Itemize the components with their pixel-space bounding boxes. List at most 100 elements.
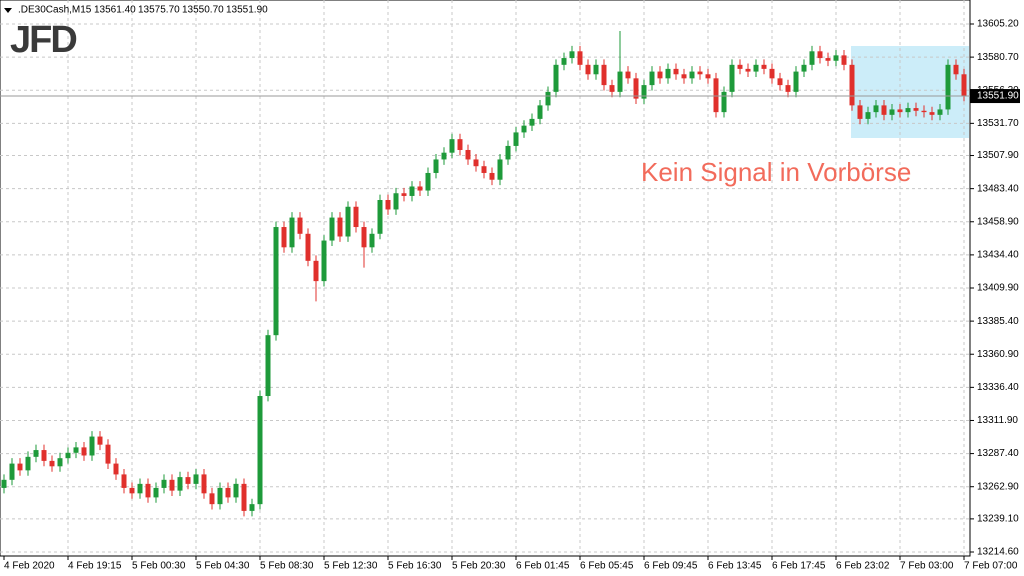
candle-body — [33, 450, 39, 457]
candle-body — [849, 64, 855, 106]
candle-body — [905, 108, 911, 113]
header-low: 13550.70 — [182, 5, 224, 16]
candle-body — [465, 149, 471, 160]
y-tick-label: 13483.40 — [977, 183, 1019, 194]
candle-body — [41, 450, 47, 461]
candle-body — [649, 71, 655, 86]
x-tick-label: 6 Feb 01:45 — [516, 561, 570, 572]
x-tick-label: 5 Feb 20:30 — [452, 561, 506, 572]
x-tick-label: 5 Feb 00:30 — [132, 561, 186, 572]
candle-body — [617, 71, 623, 92]
candle-body — [81, 447, 87, 456]
candle-body — [1, 479, 7, 488]
candle-body — [353, 206, 359, 228]
y-tick-label: 13531.70 — [977, 118, 1019, 129]
candle-body — [249, 504, 255, 511]
candle-body — [961, 74, 967, 96]
candle-body — [897, 109, 903, 113]
candle-body — [241, 483, 247, 511]
y-tick-label: 13239.10 — [977, 514, 1019, 525]
candle-body — [473, 159, 479, 167]
candle-body — [225, 487, 231, 498]
candle-body — [537, 105, 543, 119]
candle-body — [265, 335, 271, 397]
candle-body — [921, 110, 927, 113]
candle-body — [321, 240, 327, 282]
candle-body — [633, 78, 639, 99]
candle-body — [497, 159, 503, 180]
candle-body — [801, 64, 807, 72]
candle-body — [289, 217, 295, 248]
candle-body — [521, 125, 527, 133]
candle-body — [705, 74, 711, 79]
candle-body — [625, 71, 631, 79]
candle-body — [713, 78, 719, 113]
candle-body — [793, 71, 799, 92]
candle-body — [737, 64, 743, 69]
candle-body — [441, 152, 447, 160]
candle-body — [777, 78, 783, 86]
y-tick-label: 13385.40 — [977, 316, 1019, 327]
candle-body — [761, 64, 767, 69]
x-tick-label: 5 Feb 08:30 — [260, 561, 314, 572]
x-tick-label: 7 Feb 03:00 — [900, 561, 954, 572]
candle-body — [913, 108, 919, 111]
candle-body — [889, 109, 895, 115]
y-tick-label: 13262.90 — [977, 481, 1019, 492]
x-tick-label: 6 Feb 13:45 — [708, 561, 762, 572]
candle-body — [673, 68, 679, 75]
header-open: 13561.40 — [94, 5, 136, 16]
candle-body — [113, 463, 119, 475]
candle-body — [937, 109, 943, 115]
candle-body — [161, 479, 167, 488]
candle-body — [561, 58, 567, 65]
candle-body — [425, 172, 431, 191]
y-tick-label: 13409.90 — [977, 283, 1019, 294]
candle-body — [665, 68, 671, 79]
candle-body — [297, 217, 303, 234]
x-tick-label: 5 Feb 04:30 — [196, 561, 250, 572]
candle-body — [137, 483, 143, 494]
candle-body — [545, 91, 551, 106]
candle-body — [345, 206, 351, 237]
menu-arrow — [4, 8, 12, 13]
candle-body — [273, 227, 279, 336]
candle-body — [689, 71, 695, 79]
annotation: Kein Signal in Vorbörse — [641, 157, 911, 187]
candle-body — [529, 118, 535, 126]
candle-body — [305, 233, 311, 261]
candle-body — [369, 233, 375, 248]
candle-body — [609, 85, 615, 92]
candle-body — [841, 55, 847, 65]
candle-body — [865, 112, 871, 119]
candle-body — [209, 493, 215, 505]
candle-body — [585, 64, 591, 75]
y-tick-label: 13507.90 — [977, 150, 1019, 161]
candle-body — [201, 474, 207, 494]
candle-body — [593, 64, 599, 75]
candle-body — [657, 71, 663, 79]
candle-body — [881, 105, 887, 115]
candle-body — [377, 200, 383, 234]
header-close: 13551.90 — [226, 5, 268, 16]
candle-body — [25, 456, 31, 471]
candle-body — [833, 55, 839, 61]
x-tick-label: 4 Feb 19:15 — [68, 561, 122, 572]
candle-body — [449, 139, 455, 153]
candle-body — [177, 477, 183, 491]
candle-body — [945, 64, 951, 110]
candle-body — [217, 487, 223, 505]
candle-body — [401, 193, 407, 196]
candle-body — [753, 64, 759, 72]
x-tick-label: 5 Feb 16:30 — [388, 561, 442, 572]
candle-body — [57, 458, 63, 467]
candle-body — [745, 68, 751, 72]
candle-body — [185, 477, 191, 484]
candle-body — [89, 436, 95, 456]
candle-body — [281, 227, 287, 248]
candle-body — [929, 112, 935, 115]
candle-body — [233, 483, 239, 498]
x-tick-label: 6 Feb 23:02 — [836, 561, 890, 572]
y-tick-label: 13214.60 — [977, 547, 1019, 558]
y-tick-label: 13434.40 — [977, 250, 1019, 261]
